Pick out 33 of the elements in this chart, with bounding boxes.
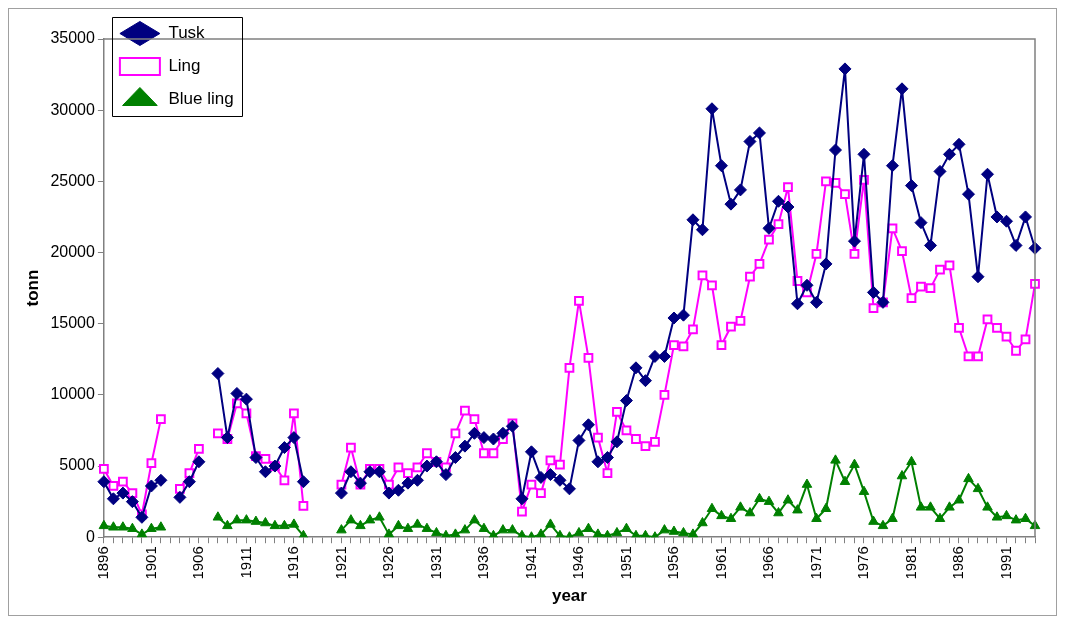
- x-tick-label: 1981: [901, 546, 919, 580]
- x-tick-label: 1991: [996, 546, 1014, 580]
- x-tick-label: 1951: [616, 546, 634, 580]
- y-tick-label: 10000: [50, 385, 95, 403]
- x-tick-label: 1946: [569, 546, 587, 580]
- x-tick-label: 1921: [331, 546, 349, 580]
- x-tick-label: 1986: [949, 546, 967, 580]
- y-tick-label: 0: [85, 527, 95, 545]
- y-axis-title: tonn: [22, 269, 42, 307]
- x-tick-label: 1901: [141, 546, 159, 580]
- x-tick-label: 1941: [521, 546, 539, 580]
- x-tick-label: 1956: [664, 546, 682, 580]
- y-tick-label: 20000: [50, 242, 95, 260]
- x-tick-label: 1936: [474, 546, 492, 580]
- y-tick-label: 15000: [50, 314, 95, 332]
- legend-label: Blue ling: [168, 89, 234, 109]
- x-tick-label: 1961: [711, 546, 729, 580]
- x-tick-label: 1926: [379, 546, 397, 580]
- x-tick-label: 1931: [426, 546, 444, 580]
- legend-label: Tusk: [168, 23, 206, 43]
- x-tick-label: 1896: [94, 546, 112, 580]
- x-axis-title: year: [551, 586, 588, 606]
- x-tick-label: 1966: [759, 546, 777, 580]
- x-tick-label: 1916: [284, 546, 302, 580]
- x-tick-label: 1971: [806, 546, 824, 580]
- y-tick-label: 25000: [50, 171, 95, 189]
- legend-label: Ling: [168, 56, 201, 76]
- y-tick-label: 5000: [59, 456, 95, 474]
- x-tick-label: 1976: [854, 546, 872, 580]
- y-tick-label: 30000: [50, 100, 95, 118]
- x-tick-label: 1911: [236, 546, 254, 579]
- y-tick-label: 35000: [50, 29, 95, 47]
- x-tick-label: 1906: [189, 546, 207, 580]
